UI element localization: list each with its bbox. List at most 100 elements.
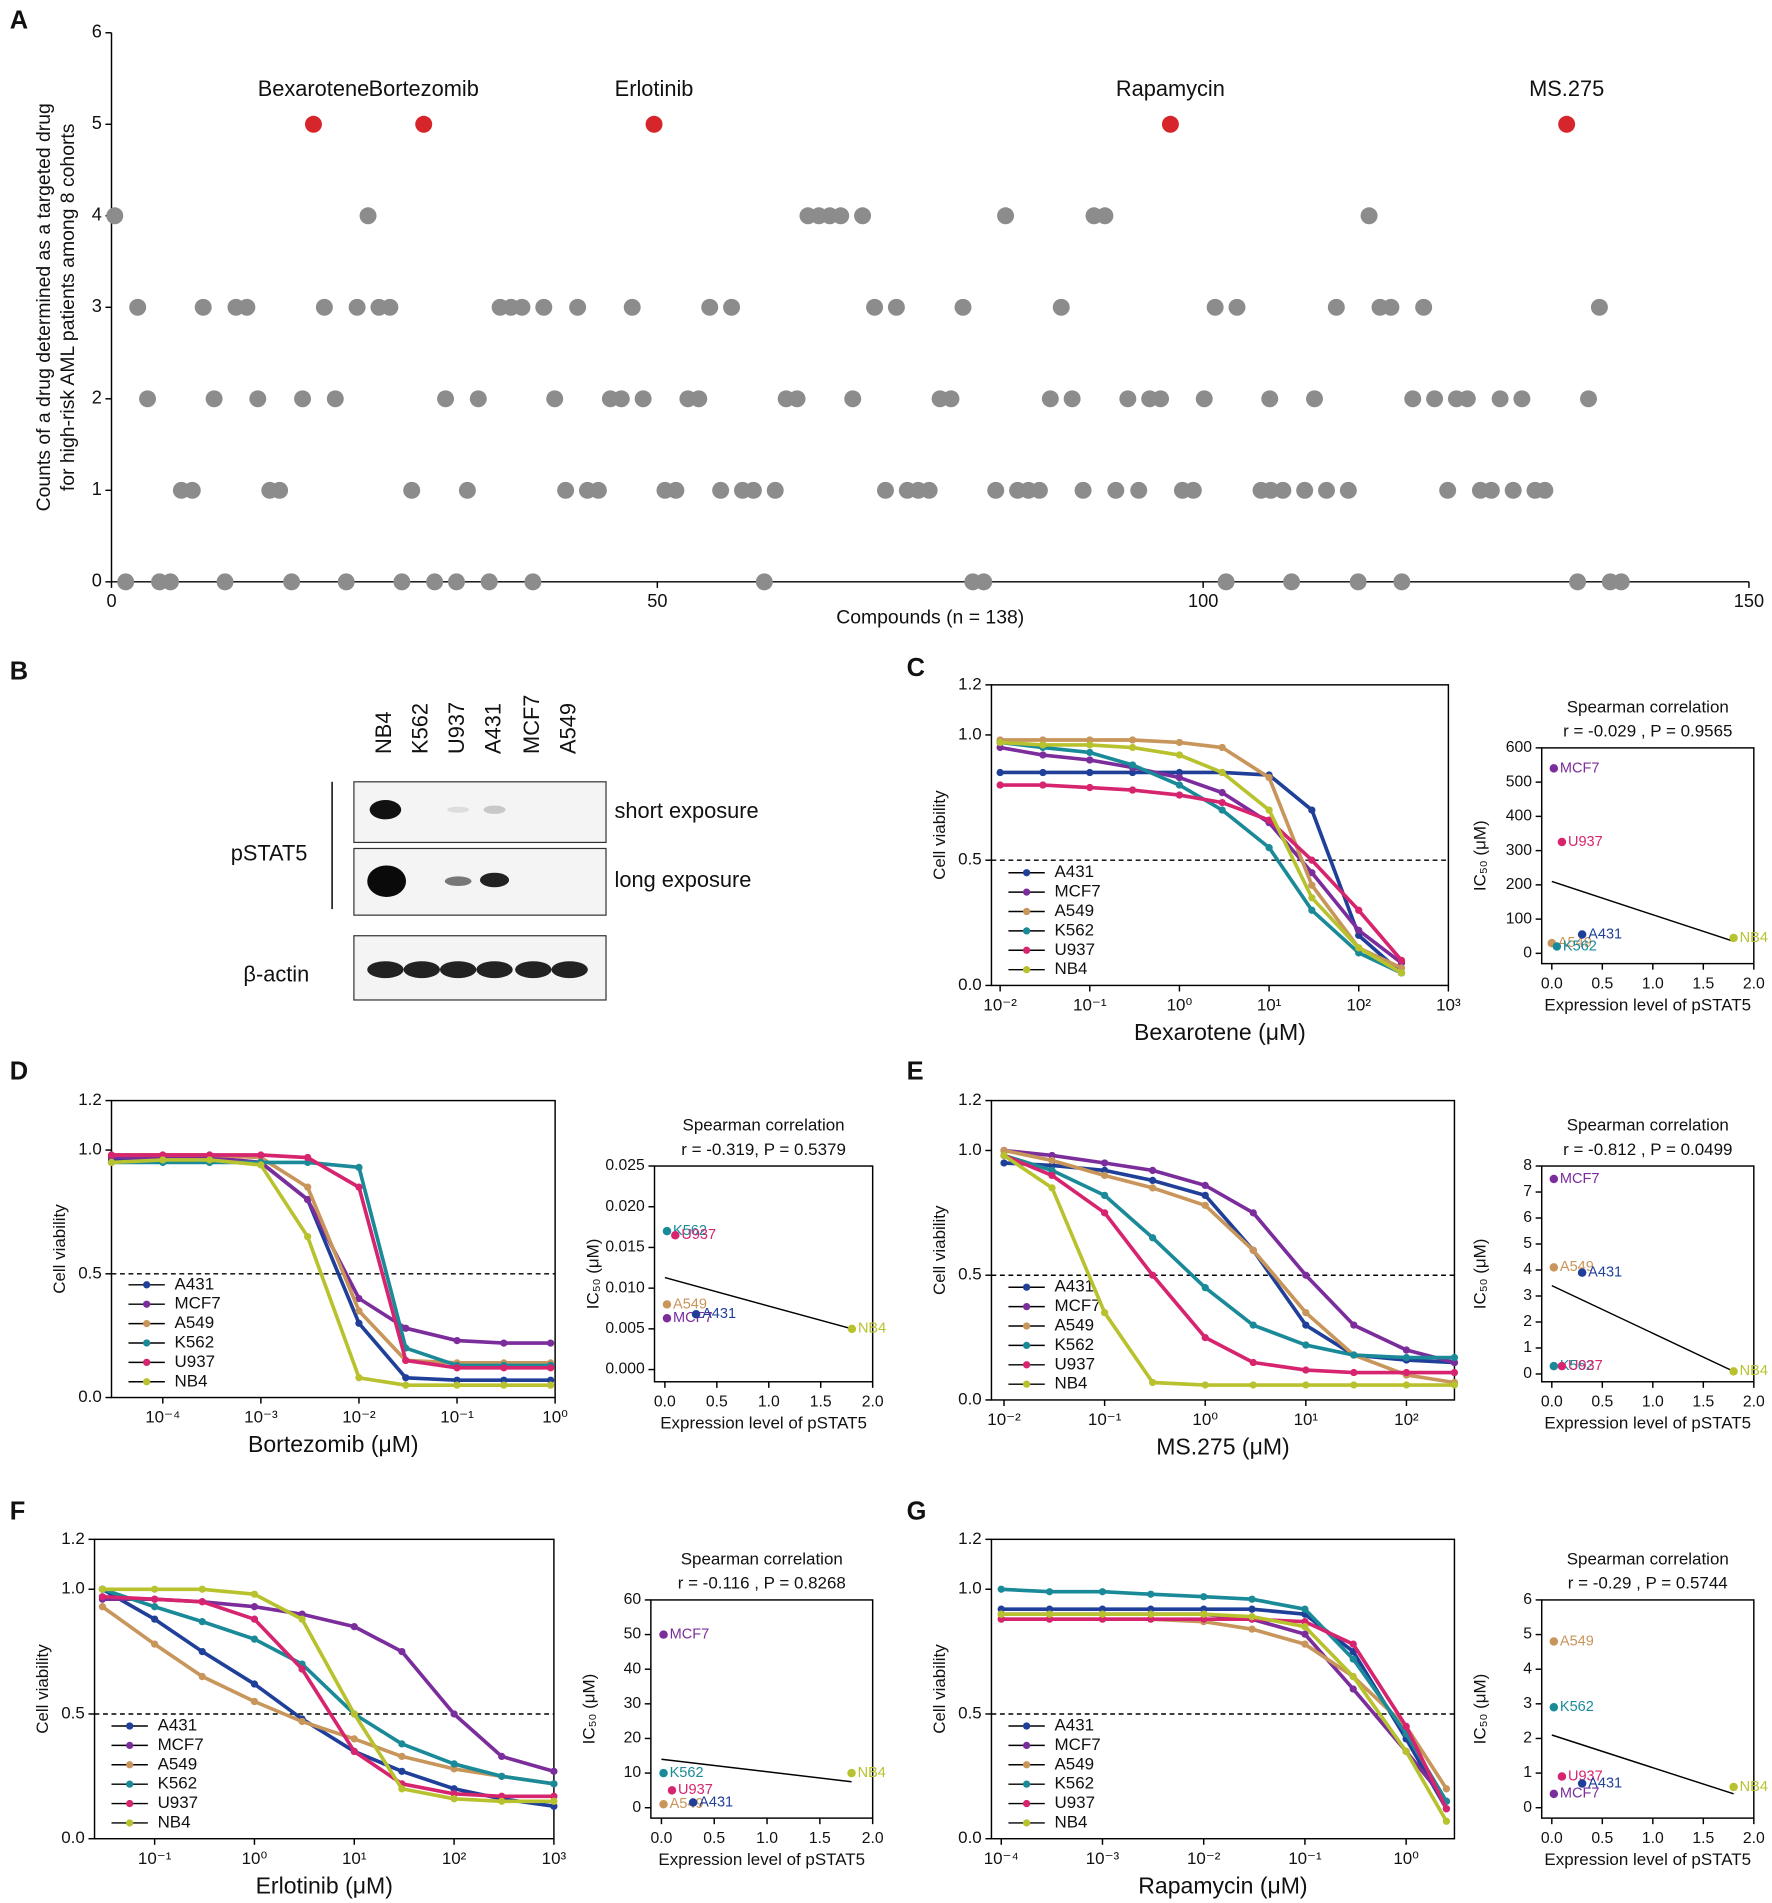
- band: [483, 805, 506, 814]
- data-point: [1439, 481, 1457, 499]
- data-point: [1086, 748, 1094, 757]
- data-point: [161, 573, 179, 591]
- data-point: [355, 1183, 363, 1191]
- y-tick-label: 8: [1523, 1157, 1532, 1174]
- data-point: [1302, 1271, 1310, 1279]
- data-point: [623, 298, 641, 316]
- panel-label: F: [10, 1497, 26, 1525]
- y-tick-label: 0.5: [958, 1265, 982, 1284]
- data-point: [498, 1752, 506, 1761]
- y-tick-label: 0.000: [605, 1361, 645, 1378]
- data-point: [1349, 1685, 1357, 1693]
- y-tick-label: 60: [624, 1591, 642, 1608]
- legend-label: A549: [175, 1313, 215, 1332]
- x-axis-label: MS.275 (μM): [1156, 1434, 1289, 1460]
- x-tick-label: 0.0: [650, 1830, 672, 1847]
- data-point: [1201, 1284, 1209, 1292]
- data-point: [107, 1158, 116, 1167]
- data-point: [659, 1768, 668, 1778]
- data-point: [1450, 1353, 1459, 1362]
- x-tick-label: 10⁻⁴: [984, 1849, 1019, 1868]
- data-point: [1729, 933, 1738, 943]
- data-point: [997, 207, 1015, 225]
- data-point: [1249, 1321, 1257, 1329]
- data-point: [458, 481, 476, 499]
- panel-label: C: [907, 654, 925, 682]
- y-tick-label: 1.0: [61, 1579, 85, 1598]
- data-point: [1148, 1271, 1157, 1279]
- y-tick-label: 1.0: [958, 1579, 982, 1598]
- data-point: [500, 1364, 508, 1372]
- trendline: [661, 1758, 852, 1783]
- legend-marker: [143, 1319, 151, 1328]
- x-tick-label: 150: [1734, 591, 1764, 611]
- data-point: [1302, 1321, 1310, 1329]
- band: [367, 961, 404, 979]
- chart-subtitle: r = -0.029 , P = 0.9565: [1563, 722, 1732, 741]
- data-point: [1265, 844, 1273, 852]
- point-label: MCF7: [673, 1310, 713, 1326]
- data-point: [1349, 1640, 1357, 1648]
- data-point: [1577, 1268, 1587, 1277]
- data-point: [844, 390, 862, 408]
- band: [479, 872, 510, 888]
- legend-label: A431: [175, 1274, 215, 1293]
- data-point: [1549, 1174, 1559, 1184]
- data-point: [1249, 1209, 1257, 1217]
- y-tick-label: 300: [1506, 842, 1533, 859]
- data-point: [1302, 1381, 1310, 1389]
- band: [369, 799, 402, 820]
- data-point: [453, 1336, 461, 1345]
- y-tick-label: 0.0: [958, 1828, 982, 1847]
- data-point: [249, 390, 267, 408]
- data-point: [1355, 906, 1363, 914]
- data-point: [1450, 1358, 1459, 1367]
- data-point: [1063, 390, 1081, 408]
- data-point: [1148, 1234, 1157, 1242]
- data-point: [1000, 1151, 1008, 1160]
- x-tick-label: 10⁻²: [983, 996, 1017, 1015]
- data-point: [1549, 1637, 1559, 1646]
- y-tick-label: 1: [1523, 1339, 1532, 1356]
- data-point: [546, 1364, 555, 1372]
- data-point: [198, 1647, 206, 1656]
- data-point: [250, 1635, 259, 1643]
- legend-label: MCF7: [175, 1294, 221, 1313]
- y-tick-label: 0.5: [61, 1703, 85, 1722]
- x-tick-label: 10³: [542, 1849, 567, 1868]
- legend-marker: [1022, 1722, 1031, 1730]
- x-axis-label: Expression level of pSTAT5: [1544, 1850, 1751, 1869]
- x-tick-label: 10⁻¹: [138, 1849, 172, 1868]
- chart-title: Spearman correlation: [1567, 697, 1729, 716]
- data-point: [1402, 1353, 1411, 1362]
- data-point: [1218, 806, 1226, 814]
- data-point: [1128, 786, 1137, 794]
- data-point: [129, 298, 147, 316]
- data-point: [667, 1786, 677, 1795]
- curve: [1003, 1153, 1455, 1360]
- y-tick-label: 40: [624, 1660, 642, 1677]
- legend-label: U937: [158, 1793, 199, 1812]
- data-point: [1128, 768, 1137, 777]
- band: [551, 961, 588, 979]
- data-point: [1302, 1341, 1310, 1349]
- data-point: [450, 1710, 458, 1718]
- data-point: [1580, 390, 1597, 408]
- x-tick-label: 10⁻³: [1086, 1849, 1120, 1868]
- data-point: [546, 390, 564, 408]
- plot-frame: [1540, 747, 1755, 965]
- data-point: [513, 298, 531, 316]
- data-point: [1086, 741, 1094, 749]
- row-label: long exposure: [615, 867, 752, 892]
- x-tick-label: 10⁰: [542, 1408, 568, 1427]
- data-point: [402, 1324, 410, 1332]
- curve: [1003, 1148, 1455, 1365]
- x-tick-label: 10³: [1436, 996, 1461, 1015]
- data-point: [557, 481, 575, 499]
- data-point: [283, 573, 301, 591]
- point-label: NB4: [1740, 1363, 1768, 1379]
- legend-marker: [1022, 927, 1031, 935]
- data-point: [355, 1307, 363, 1315]
- lane-label: MCF7: [519, 695, 544, 754]
